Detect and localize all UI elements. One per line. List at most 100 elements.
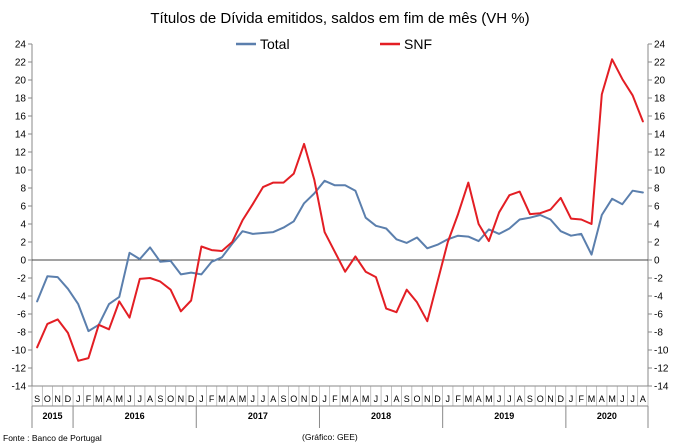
x-tick-label: F [86,394,92,404]
y-tick-label-right: 8 [654,184,660,195]
x-tick-label: A [476,394,482,404]
y-tick-label-left: -8 [17,328,26,339]
x-tick-label: J [127,394,132,404]
x-tick-label: A [147,394,153,404]
x-tick-label: N [547,394,554,404]
y-tick-label-left: -6 [17,310,26,321]
x-tick-label: J [630,394,635,404]
x-tick-label: O [537,394,544,404]
x-tick-label: N [178,394,185,404]
x-tick-label: J [497,394,502,404]
x-tick-label: A [640,394,646,404]
x-tick-label: M [485,394,493,404]
x-tick-label: D [434,394,441,404]
y-tick-label-right: -10 [654,346,669,357]
x-tick-label: J [384,394,389,404]
x-tick-label: J [322,394,327,404]
x-tick-label: M [608,394,616,404]
y-tick-label-left: 8 [20,184,26,195]
x-tick-label: M [239,394,247,404]
year-label: 2018 [371,411,391,421]
x-tick-label: M [465,394,473,404]
legend: Total SNF [236,36,432,52]
x-tick-label: D [311,394,318,404]
x-tick-label: S [404,394,410,404]
x-tick-label: A [270,394,276,404]
plot-area: -14 -14-12 -12-10 -10-8 -8-6 -6-4 -4-2 -20 02 24 4… [12,40,669,428]
y-tick-label-left: 22 [15,58,27,69]
year-label: 2019 [494,411,514,421]
x-tick-label: F [455,394,461,404]
x-tick-label: J [261,394,266,404]
y-tick-label-left: 12 [15,148,27,159]
x-tick-label: J [374,394,379,404]
x-tick-label: J [446,394,451,404]
y-tick-label-right: 12 [654,148,666,159]
x-tick-label: M [218,394,226,404]
footer-source: Fonte : Banco de Portugal [3,433,102,443]
y-tick-label-left: 6 [20,202,26,213]
year-label: 2015 [43,411,63,421]
y-tick-label-right: -14 [654,382,669,393]
x-tick-label: A [352,394,358,404]
y-tick-label-left: 24 [15,40,27,51]
year-label: 2020 [597,411,617,421]
x-tick-label: M [588,394,596,404]
x-tick-label: S [527,394,533,404]
x-tick-label: A [106,394,112,404]
x-tick-label: D [557,394,564,404]
y-tick-label-left: 10 [15,166,27,177]
x-tick-label: J [76,394,81,404]
x-tick-label: M [362,394,370,404]
y-tick-label-left: -2 [17,274,26,285]
x-tick-label: N [424,394,431,404]
x-tick-label: M [116,394,124,404]
x-tick-label: F [579,394,585,404]
y-tick-label-left: 2 [20,238,26,249]
y-tick-label-left: 14 [15,130,27,141]
x-tick-label: M [341,394,349,404]
y-tick-label-left: 16 [15,112,27,123]
x-tick-label: A [599,394,605,404]
y-tick-label-left: -10 [12,346,27,357]
footer-credit: (Gráfico: GEE) [302,432,358,442]
y-tick-label-left: -12 [12,364,27,375]
y-tick-label-right: 22 [654,58,666,69]
y-tick-label-left: 4 [20,220,26,231]
legend-label-total: Total [260,36,290,52]
x-tick-label: N [54,394,61,404]
chart-title: Títulos de Dívida emitidos, saldos em fi… [150,10,529,27]
y-tick-label-right: 4 [654,220,660,231]
x-tick-label: S [281,394,287,404]
x-tick-label: M [95,394,103,404]
y-tick-label-left: 20 [15,76,27,87]
x-tick-label: S [157,394,163,404]
x-tick-label: J [507,394,512,404]
series-line-snf [36,58,644,362]
year-label: 2017 [248,411,268,421]
x-tick-label: N [301,394,308,404]
x-tick-label: O [413,394,420,404]
y-tick-label-right: 24 [654,40,666,51]
x-tick-label: D [188,394,195,404]
y-tick-label-right: 2 [654,238,660,249]
y-tick-label-left: 0 [20,256,26,267]
x-tick-label: O [167,394,174,404]
y-tick-label-left: -14 [12,382,27,393]
y-tick-label-right: 18 [654,94,666,105]
y-tick-label-right: -6 [654,310,663,321]
x-tick-label: J [199,394,204,404]
x-tick-label: J [620,394,625,404]
x-tick-label: J [250,394,255,404]
y-tick-label-right: -12 [654,364,669,375]
y-tick-label-right: -4 [654,292,663,303]
x-tick-label: F [332,394,338,404]
y-tick-label-right: 20 [654,76,666,87]
x-tick-label: S [34,394,40,404]
y-tick-label-right: 6 [654,202,660,213]
x-tick-label: A [517,394,523,404]
y-tick-label-left: 18 [15,94,27,105]
x-tick-label: F [209,394,215,404]
legend-label-snf: SNF [404,36,432,52]
